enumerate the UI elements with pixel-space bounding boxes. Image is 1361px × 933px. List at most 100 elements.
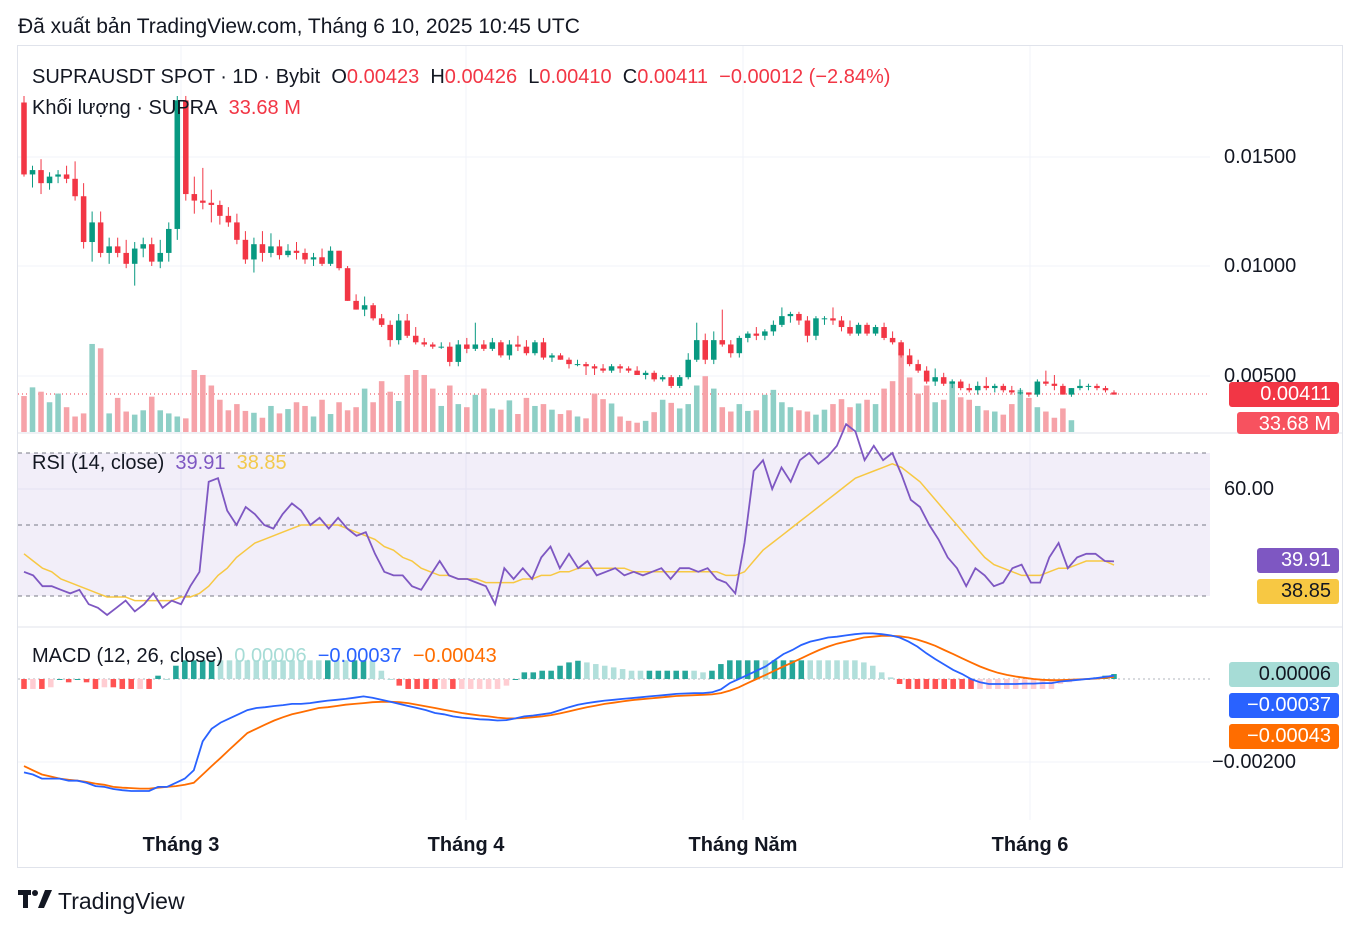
candle-body (370, 305, 376, 319)
candle-body (412, 335, 419, 343)
macd-histogram-bar (798, 660, 805, 679)
macd-histogram-bar (441, 679, 447, 689)
volume-bar (949, 381, 955, 432)
volume-bar (600, 399, 606, 432)
candle-body (830, 318, 836, 321)
candle-body (872, 327, 879, 334)
volume-bar (21, 396, 27, 432)
macd-histogram-bar (226, 660, 233, 679)
candle-body (208, 202, 215, 205)
macd-histogram-bar (244, 660, 251, 679)
month-label: Tháng 6 (991, 834, 1069, 856)
candle-body (608, 366, 615, 371)
volume-bar (208, 385, 215, 432)
candle-body (191, 194, 198, 201)
volume-bar (472, 394, 479, 432)
volume-bar (574, 416, 581, 432)
candle-body (268, 246, 274, 253)
candle-body (378, 318, 385, 325)
candle-body (949, 381, 955, 384)
macd-label[interactable]: MACD (12, 26, close) (32, 645, 224, 667)
candle-body (242, 239, 249, 260)
macd-histogram-bar (378, 670, 385, 679)
candle-body (898, 342, 904, 356)
volume-bar (1060, 408, 1066, 432)
macd-histogram-bar (521, 672, 528, 679)
candle-body (123, 252, 129, 264)
macd-histogram-bar (566, 662, 572, 679)
tradingview-brand[interactable]: TradingView (18, 887, 185, 915)
volume-bar (387, 391, 393, 432)
candle-body (234, 222, 240, 240)
change-value: −0.00012 (−2.84%) (719, 66, 891, 88)
macd-histogram-bar (941, 679, 948, 689)
volume-bar (1068, 420, 1075, 432)
macd-histogram-bar (923, 679, 930, 689)
volume-bar (165, 413, 172, 432)
candle-body (429, 344, 436, 347)
pane-separators (18, 432, 1342, 628)
candle-body (80, 196, 87, 243)
volume-bar (38, 391, 44, 432)
volume-bar (63, 407, 70, 432)
macd-histogram-bar (182, 660, 188, 679)
candle-body (1026, 392, 1032, 395)
macd-histogram-bar (217, 660, 224, 679)
candle-body (55, 174, 61, 177)
volume-bar (668, 402, 674, 432)
macd-histogram-bar (548, 670, 554, 679)
volume-bar (872, 404, 879, 432)
macd-header: MACD (12, 26, close) 0.00006 −0.00037 −0… (32, 645, 497, 668)
candle-body (736, 337, 743, 354)
volume-bar (728, 411, 734, 432)
candle-body (753, 333, 760, 336)
candle-body (600, 368, 606, 371)
rsi-line (23, 422, 1115, 617)
volume-bar (123, 411, 129, 432)
candle-body (1000, 385, 1007, 391)
volume-bar (72, 416, 78, 432)
macd-histogram-bar (494, 679, 501, 689)
macd-histogram-bar (414, 679, 420, 689)
volume-bar (55, 393, 61, 432)
month-label: Tháng 4 (427, 834, 505, 856)
volume-bar (702, 376, 709, 432)
candle-body (1043, 381, 1049, 384)
macd-hist-value: 0.00006 (234, 645, 307, 667)
candle-body (889, 337, 896, 343)
month-label: Tháng Năm (688, 834, 798, 856)
rsi-ma-line (23, 462, 1115, 602)
candle-body (327, 250, 334, 264)
candle-body (1034, 381, 1041, 395)
candle-body (276, 246, 283, 256)
macd-histogram-bar (92, 679, 99, 689)
candle-body (617, 366, 623, 369)
volume-label[interactable]: Khối lượng · SUPRA (32, 97, 218, 119)
volume-bar (762, 394, 768, 432)
macd-histogram-bar (878, 672, 885, 679)
volume-header: Khối lượng · SUPRA 33.68 M (32, 97, 301, 120)
candle-body (574, 364, 581, 366)
candle-body (668, 377, 674, 386)
volume-bar (796, 410, 802, 432)
candle-body (106, 246, 112, 253)
candle-body (72, 178, 78, 197)
macd-histogram-bar (610, 667, 617, 679)
macd-signal-value: −0.00043 (412, 645, 497, 667)
candle-body (1068, 388, 1075, 395)
candle-body (566, 359, 572, 365)
macd-histogram-bar (432, 679, 438, 689)
candle-body (685, 359, 691, 378)
volume-bar (97, 348, 104, 432)
macd-histogram-bar (325, 660, 331, 679)
symbol-name[interactable]: SUPRAUSDT SPOT · 1D · Bybit (32, 66, 321, 88)
volume-bar (1051, 417, 1058, 432)
macd-histogram-bar (476, 679, 483, 689)
rsi-label[interactable]: RSI (14, close) (32, 452, 165, 474)
high-value: 0.00426 (444, 66, 518, 88)
rsi-tick: 60.00 (1224, 478, 1275, 500)
macd-histogram-bar (762, 660, 769, 679)
macd-histogram-bar (235, 660, 242, 679)
candle-body (676, 377, 683, 386)
